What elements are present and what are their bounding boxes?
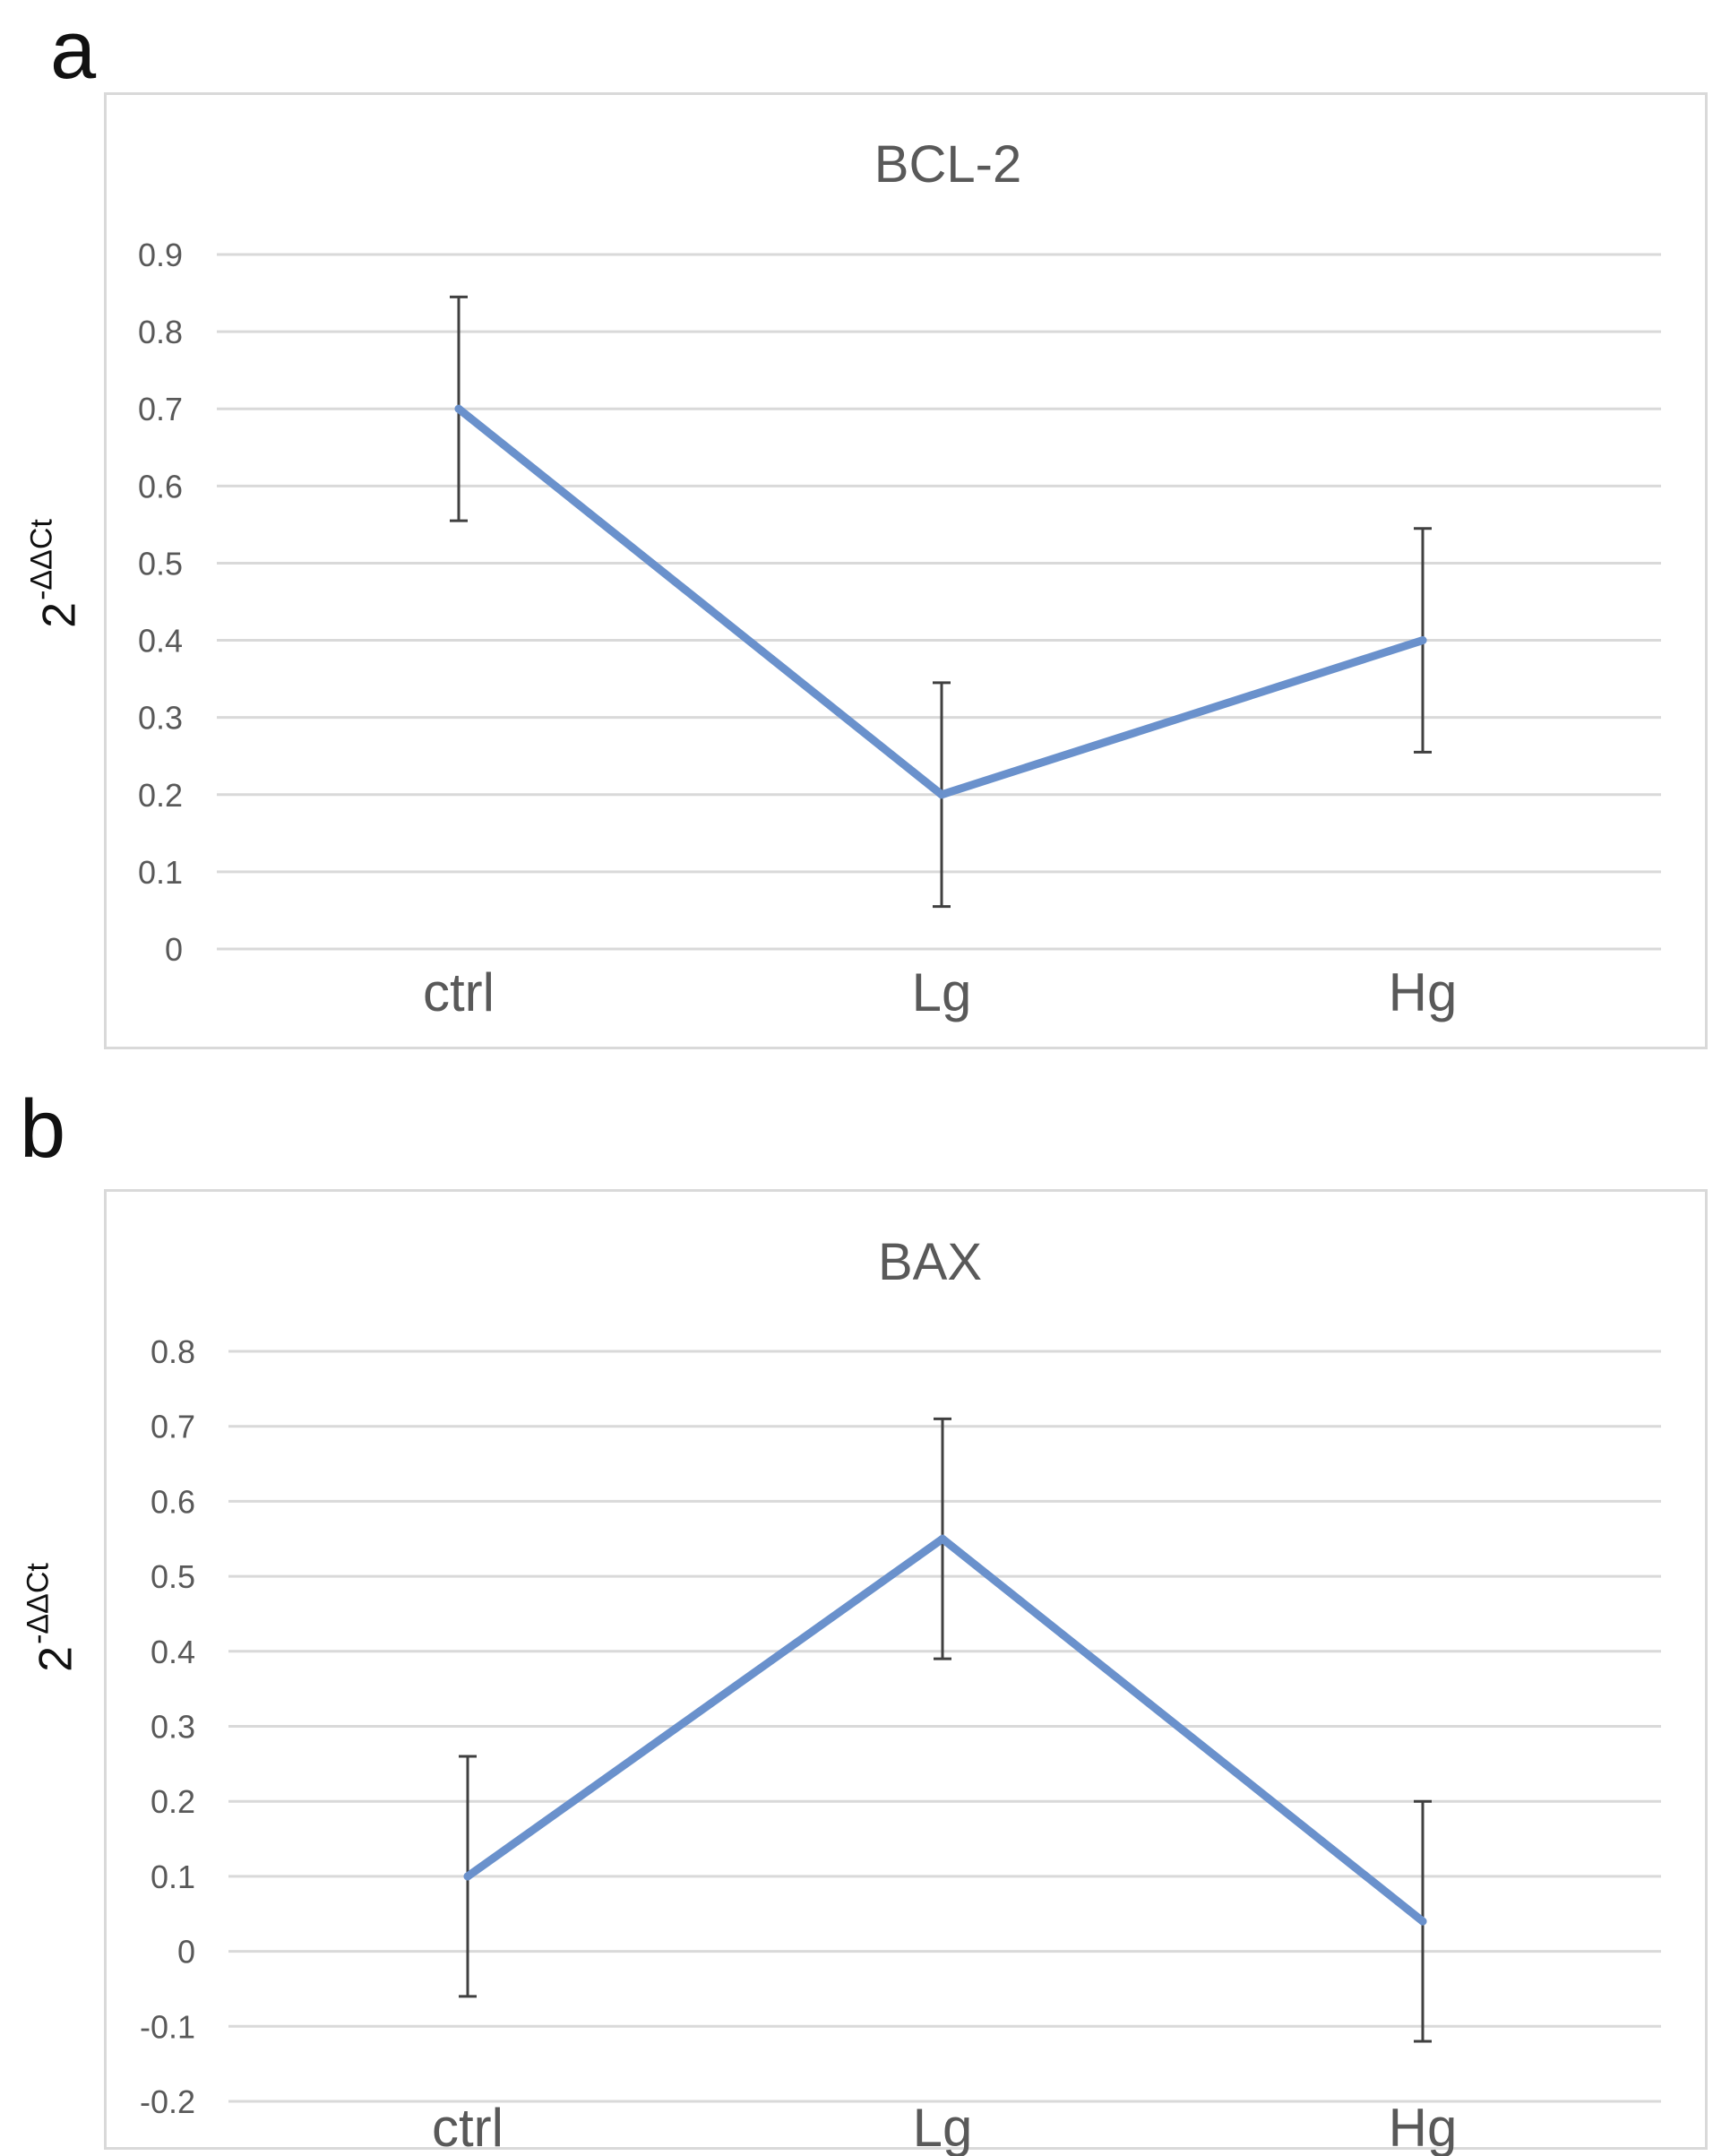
data-point xyxy=(454,404,463,413)
data-point xyxy=(1418,636,1427,645)
y-tick-label: 0.1 xyxy=(151,1858,195,1895)
y-tick-label: 0 xyxy=(177,1934,195,1971)
y-tick-label: 0.1 xyxy=(138,854,183,891)
y-tick-label: 0.3 xyxy=(151,1709,195,1746)
y-tick-label: 0.7 xyxy=(151,1409,195,1445)
panel-letter-b: b xyxy=(20,1083,66,1175)
y-tick-label: 0.8 xyxy=(138,314,183,350)
y-tick-label: -0.2 xyxy=(140,2083,195,2120)
x-tick-label: Hg xyxy=(1389,2098,1458,2156)
y-tick-label: 0 xyxy=(165,931,183,968)
y-tick-label: 0.6 xyxy=(151,1483,195,1520)
y-tick-label: 0.5 xyxy=(138,545,183,582)
y-tick-label: 0.4 xyxy=(138,623,183,660)
y-tick-label: -0.1 xyxy=(140,2008,195,2045)
chart-title: BAX xyxy=(878,1233,982,1291)
y-tick-label: 0.3 xyxy=(138,700,183,737)
x-tick-label: ctrl xyxy=(432,2098,504,2156)
data-point xyxy=(937,790,946,799)
x-tick-label: Lg xyxy=(913,2098,973,2156)
y-tick-label: 0.6 xyxy=(138,468,183,505)
data-point xyxy=(1418,1917,1427,1926)
panel-letter-a: a xyxy=(50,4,97,96)
y-tick-label: 0.2 xyxy=(151,1783,195,1820)
data-point xyxy=(938,1534,947,1543)
chart-frame-a xyxy=(104,92,1708,1049)
y-tick-label: 0.4 xyxy=(151,1634,195,1670)
x-tick-label: Hg xyxy=(1389,962,1458,1022)
y-tick-label: 0.8 xyxy=(151,1333,195,1370)
y-tick-label: 0.7 xyxy=(138,391,183,427)
chart-title: BCL-2 xyxy=(874,135,1021,194)
x-tick-label: ctrl xyxy=(423,962,495,1022)
y-tick-label: 0.5 xyxy=(151,1558,195,1595)
y-tick-label: 0.2 xyxy=(138,777,183,814)
chart-frame-b xyxy=(104,1189,1708,2150)
x-tick-label: Lg xyxy=(912,962,972,1022)
y-tick-label: 0.9 xyxy=(138,237,183,273)
data-point xyxy=(463,1872,472,1881)
series-line xyxy=(463,1534,1427,1926)
